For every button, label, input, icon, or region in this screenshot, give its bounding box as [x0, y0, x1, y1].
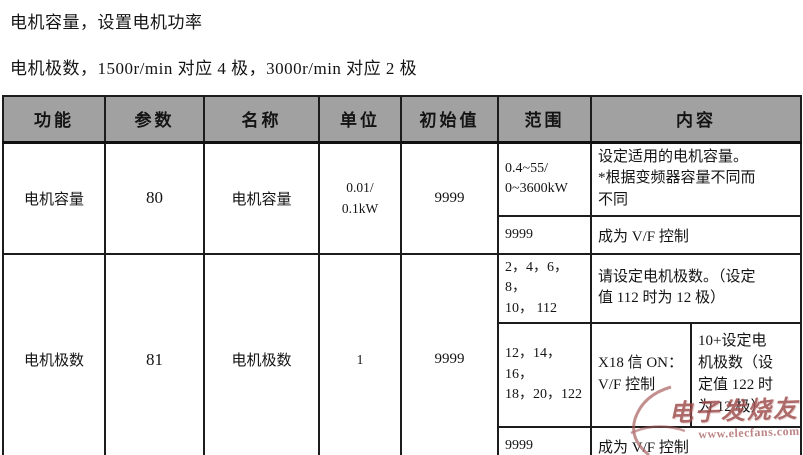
- cell-name-81: 电机极数: [203, 253, 320, 455]
- header-range: 范围: [497, 95, 592, 144]
- cell-param-80: 80: [104, 141, 205, 255]
- cell-range-81-3: 9999: [497, 425, 592, 455]
- table-header-row: 功能 参数 名称 单位 初始值 范围 内容: [2, 95, 802, 144]
- cell-param-81: 81: [104, 253, 205, 455]
- header-name: 名称: [203, 95, 320, 144]
- header-function: 功能: [2, 95, 106, 144]
- table-row: 9999 成为 V/F 控制: [3, 425, 802, 455]
- table-row: 电机容量 80 电机容量 0.01/ 0.1kW 9999 0.4~55/ 0~…: [2, 141, 802, 255]
- cell-range-81-2: 12，14，16， 18，20，122: [497, 321, 592, 428]
- doc-heading-motor-poles: 电机极数，1500r/min 对应 4 极，3000r/min 对应 2 极: [10, 59, 418, 78]
- cell-content-80-1: 设定适用的电机容量。 *根据变频器容量不同而 不同: [590, 141, 802, 217]
- cell-content-80-2: 成为 V/F 控制: [590, 215, 802, 255]
- cell-content-81-2-right: 10+设定电 机极数（设 定值 122 时 为 12 极）: [690, 321, 802, 428]
- table-row: 电机极数 81 电机极数 1 9999 2，4，6，8， 10， 112 请设定…: [2, 253, 802, 455]
- header-unit: 单位: [318, 95, 402, 144]
- cell-content-81-2-left: X18 信 ON： V/F 控制: [590, 321, 692, 428]
- cell-function-81: 电机极数: [2, 253, 106, 455]
- doc-heading-motor-capacity: 电机容量，设置电机功率: [10, 13, 203, 32]
- cell-function-80: 电机容量: [2, 141, 106, 255]
- cell-unit-81: 1: [318, 253, 402, 455]
- cell-unit-80: 0.01/ 0.1kW: [318, 141, 402, 255]
- cell-range-80-1: 0.4~55/ 0~3600kW: [497, 141, 592, 217]
- cell-range-80-2: 9999: [497, 215, 592, 255]
- cell-content-81-1: 请设定电机极数。（设定 值 112 时为 12 极）: [590, 253, 802, 324]
- table-row: 9999 成为 V/F 控制: [3, 215, 802, 255]
- header-content: 内容: [590, 95, 802, 144]
- cell-initial-80: 9999: [400, 141, 499, 255]
- cell-initial-81: 9999: [400, 253, 499, 455]
- cell-content-81-3: 成为 V/F 控制: [590, 425, 802, 455]
- cell-name-80: 电机容量: [203, 141, 320, 255]
- header-parameter: 参数: [104, 95, 205, 144]
- cell-range-81-1: 2，4，6，8， 10， 112: [497, 253, 592, 324]
- header-initial-value: 初始值: [400, 95, 499, 144]
- parameter-table: 功能 参数 名称 单位 初始值 范围 内容 电机容量 80 电机容量 0.01/…: [2, 95, 802, 455]
